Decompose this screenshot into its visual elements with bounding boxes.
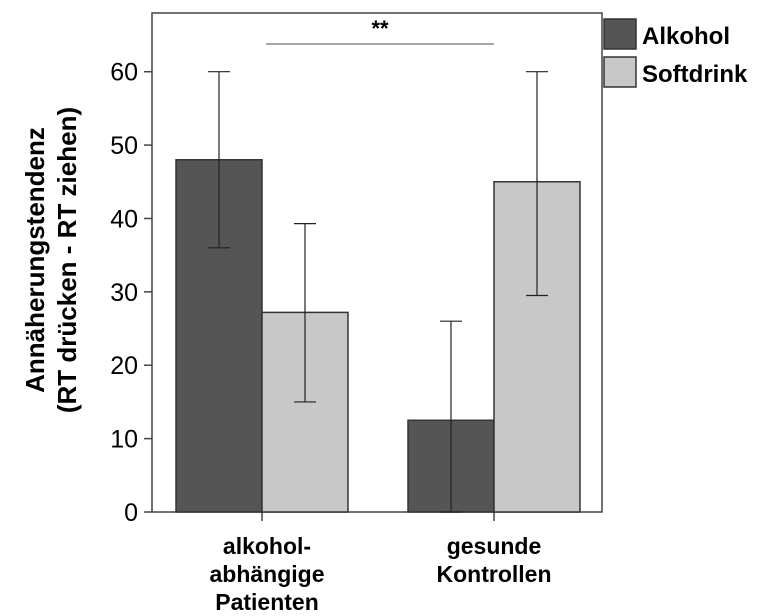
y-tick-label: 30 bbox=[110, 279, 138, 307]
legend-swatch-softdrink bbox=[603, 56, 637, 88]
x-category-label: Patienten bbox=[215, 589, 319, 615]
legend-label-softdrink: Softdrink bbox=[642, 61, 748, 88]
y-tick-label: 50 bbox=[110, 132, 138, 160]
y-tick-label: 20 bbox=[110, 352, 138, 380]
legend-label-alkohol: Alkohol bbox=[642, 23, 730, 50]
x-category-label: abhängige bbox=[209, 561, 324, 587]
plot-frame bbox=[151, 12, 603, 513]
x-category-label: gesunde bbox=[447, 533, 542, 559]
y-tick-label: 0 bbox=[124, 499, 138, 527]
bar-alkohol-0 bbox=[175, 159, 263, 513]
y-tick-label: 60 bbox=[110, 59, 138, 87]
y-tick-label: 40 bbox=[110, 205, 138, 233]
y-axis-label-line-2: (RT drücken - RT ziehen) bbox=[52, 107, 82, 413]
x-category-label: Kontrollen bbox=[437, 561, 552, 587]
legend: Alkohol Softdrink bbox=[603, 18, 748, 88]
y-axis-label: Annäherungstendenz (RT drücken - RT zieh… bbox=[20, 107, 82, 413]
legend-swatch-alkohol bbox=[603, 18, 637, 50]
significance-label: ** bbox=[371, 16, 389, 41]
y-axis-label-line-1: Annäherungstendenz bbox=[20, 127, 50, 393]
x-category-label: alkohol- bbox=[223, 533, 311, 559]
y-tick-label: 10 bbox=[110, 426, 138, 454]
